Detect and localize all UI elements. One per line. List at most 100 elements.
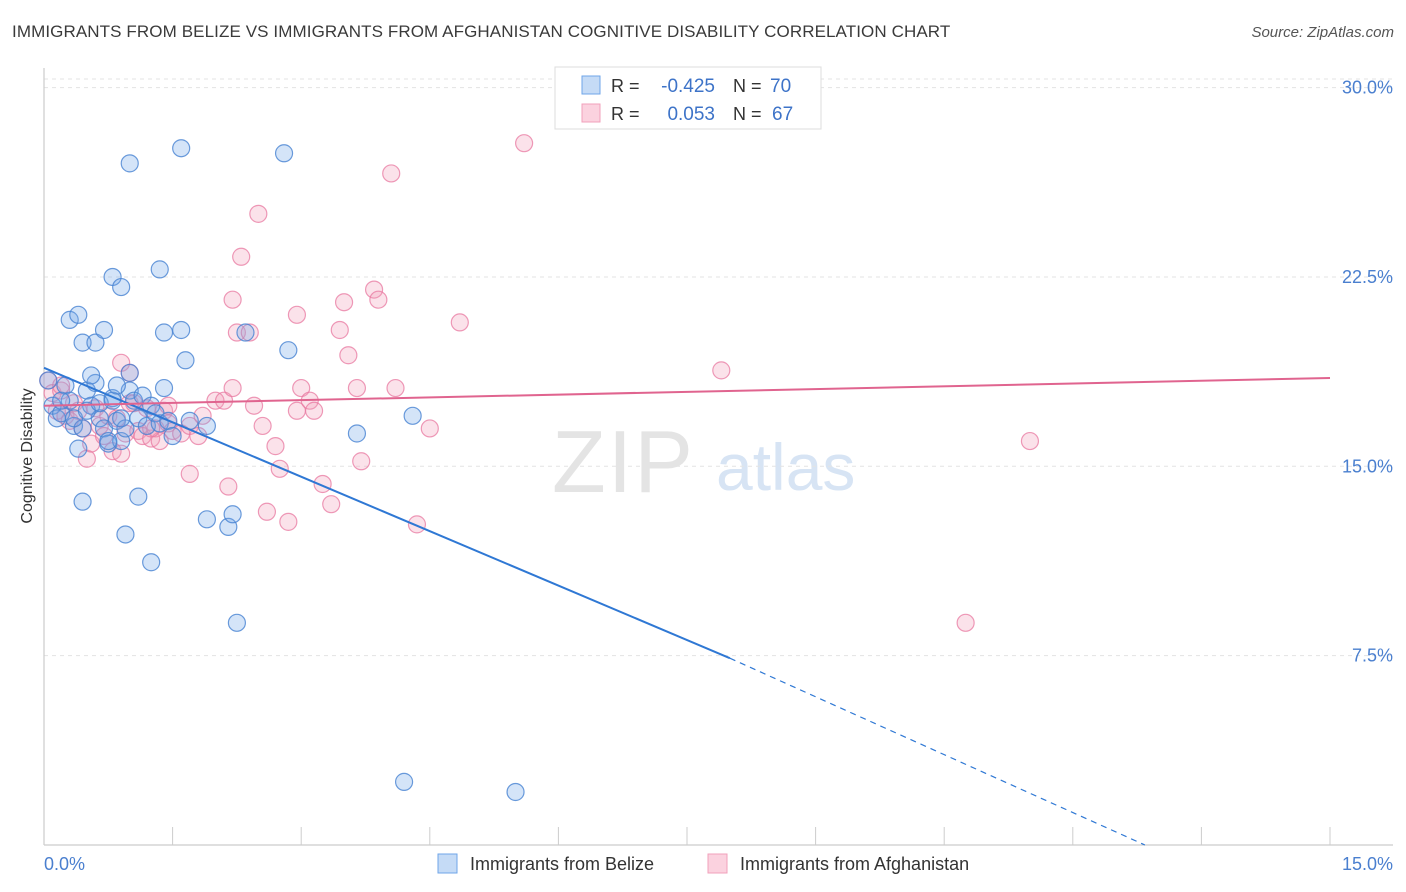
belize-point bbox=[120, 154, 139, 173]
belize-point bbox=[176, 351, 195, 370]
belize-point bbox=[69, 305, 88, 324]
afghanistan-point bbox=[334, 293, 354, 312]
afghanistan-point bbox=[287, 305, 307, 324]
afghanistan-point bbox=[112, 444, 131, 463]
legend-n-value-belize: 70 bbox=[770, 76, 791, 97]
afghanistan-point bbox=[249, 204, 268, 223]
belize-point bbox=[73, 492, 92, 511]
afghanistan-point bbox=[515, 134, 534, 153]
belize-point bbox=[112, 409, 131, 428]
afghanistan-point bbox=[339, 346, 358, 365]
afghanistan-point bbox=[420, 419, 439, 438]
belize-point bbox=[86, 333, 105, 352]
legend-r-label-afghanistan: R = bbox=[611, 104, 640, 124]
chart-title: IMMIGRANTS FROM BELIZE VS IMMIGRANTS FRO… bbox=[12, 22, 951, 41]
legend-n-value-afghanistan: 67 bbox=[772, 104, 793, 125]
belize-point bbox=[99, 431, 118, 451]
afghanistan-point bbox=[223, 290, 242, 309]
afghanistan-point bbox=[712, 361, 731, 380]
x-tick-label-min: 0.0% bbox=[44, 854, 85, 874]
legend-swatch-belize bbox=[581, 75, 601, 95]
belize-point bbox=[394, 772, 414, 791]
afghanistan-point bbox=[253, 416, 272, 436]
belize-point bbox=[274, 144, 294, 163]
bottom-legend-label-belize: Immigrants from Belize bbox=[470, 854, 654, 874]
source-credit: Source: ZipAtlas.com bbox=[1251, 24, 1394, 41]
x-tick-label-max: 15.0% bbox=[1342, 854, 1393, 874]
afghanistan-point bbox=[956, 613, 975, 632]
afghanistan-point bbox=[407, 515, 427, 534]
belize-point bbox=[129, 487, 148, 506]
afghanistan-point bbox=[382, 164, 401, 183]
belize-point bbox=[60, 310, 79, 329]
belize-point bbox=[154, 323, 174, 342]
belize-point bbox=[163, 426, 182, 446]
afghanistan-point bbox=[240, 323, 259, 342]
legend-r-value-belize: -0.425 bbox=[661, 76, 715, 97]
series-legend: Immigrants from Belize Immigrants from A… bbox=[437, 853, 969, 874]
belize-point bbox=[39, 371, 58, 390]
afghanistan-point bbox=[352, 452, 371, 471]
belize-point bbox=[150, 260, 169, 279]
belize-point bbox=[172, 320, 191, 340]
y-tick-label-2: 22.5% bbox=[1342, 267, 1393, 287]
y-tick-labels: 7.5% 15.0% 22.5% 30.0% bbox=[1342, 78, 1393, 666]
afghanistan-point bbox=[369, 290, 388, 309]
afghanistan-point bbox=[219, 477, 238, 496]
axes bbox=[43, 68, 1393, 846]
afghanistan-point bbox=[266, 437, 285, 456]
afghanistan-point bbox=[292, 378, 311, 398]
belize-point bbox=[116, 419, 135, 438]
belize-point bbox=[236, 323, 255, 342]
belize-point bbox=[279, 341, 298, 360]
belize-point bbox=[172, 139, 191, 158]
belize-point bbox=[142, 553, 161, 572]
watermark-atlas: atlas bbox=[716, 430, 855, 504]
stats-legend: R = -0.425 N = 70 R = 0.053 N = 67 bbox=[554, 66, 822, 130]
afghanistan-point bbox=[450, 313, 469, 332]
watermark-zip: ZIP bbox=[552, 412, 695, 511]
afghanistan-point bbox=[223, 378, 242, 398]
y-tick-label-0: 7.5% bbox=[1352, 646, 1393, 666]
legend-r-value-afghanistan: 0.053 bbox=[667, 104, 715, 125]
belize-point bbox=[107, 376, 126, 395]
afghanistan-point bbox=[386, 378, 405, 398]
afghanistan-point bbox=[322, 495, 341, 514]
belize-point bbox=[197, 510, 216, 529]
belize-point bbox=[403, 406, 422, 425]
afghanistan-point bbox=[304, 401, 324, 420]
belize-point bbox=[227, 613, 246, 632]
afghanistan-point bbox=[244, 396, 264, 415]
afghanistan-point bbox=[1020, 431, 1040, 451]
belize-point bbox=[112, 277, 131, 297]
belize-trend-extension bbox=[729, 657, 1146, 846]
trend-lines bbox=[43, 366, 1331, 846]
legend-swatch-afghanistan bbox=[581, 103, 601, 123]
belize-point bbox=[69, 439, 88, 458]
bottom-legend-label-afghanistan: Immigrants from Afghanistan bbox=[740, 854, 969, 874]
belize-point bbox=[347, 424, 367, 443]
bottom-legend-swatch-afghanistan bbox=[707, 853, 728, 874]
afghanistan-point bbox=[364, 280, 384, 299]
belize-point bbox=[506, 782, 525, 802]
legend-r-label-belize: R = bbox=[611, 76, 640, 96]
belize-point bbox=[73, 333, 92, 352]
afghanistan-point bbox=[279, 512, 298, 531]
legend-n-label-belize: N = bbox=[733, 76, 762, 96]
y-tick-label-3: 30.0% bbox=[1342, 78, 1393, 98]
afghanistan-point bbox=[347, 378, 367, 398]
afghanistan-points bbox=[39, 134, 1040, 632]
belize-point bbox=[120, 363, 139, 383]
y-tick-label-1: 15.0% bbox=[1342, 456, 1393, 476]
afghanistan-point bbox=[232, 247, 251, 266]
belize-point bbox=[52, 391, 71, 410]
afghanistan-point bbox=[270, 459, 289, 478]
afghanistan-point bbox=[180, 464, 199, 483]
afghanistan-point bbox=[330, 320, 349, 340]
afghanistan-point bbox=[257, 502, 277, 521]
belize-point bbox=[116, 525, 135, 544]
belize-point bbox=[154, 378, 174, 398]
belize-point bbox=[82, 366, 101, 385]
bottom-legend-swatch-belize bbox=[437, 853, 458, 874]
